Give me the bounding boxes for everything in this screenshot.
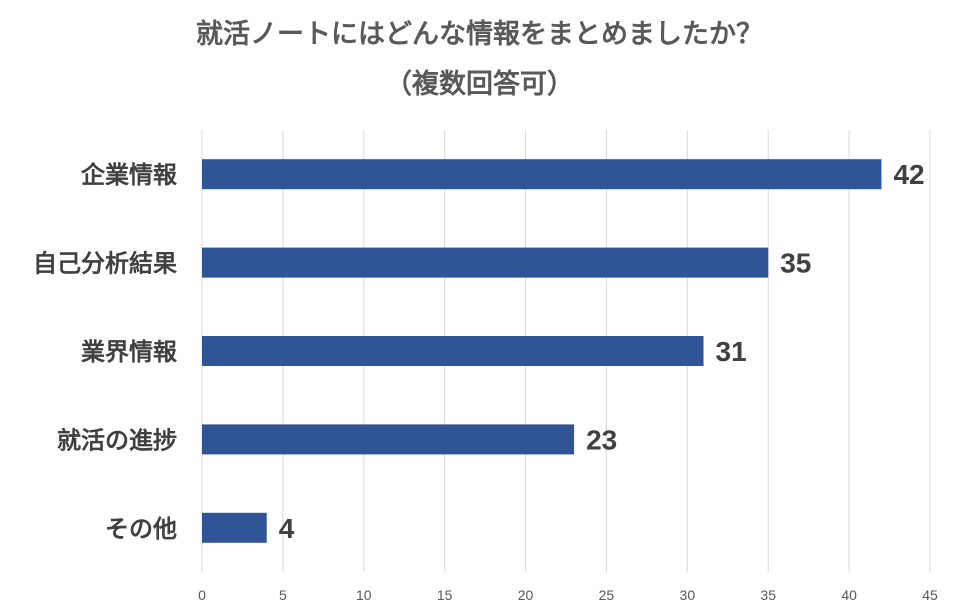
category-label: その他 [105,515,177,543]
value-label: 23 [586,424,617,455]
x-tick-label: 10 [356,587,372,603]
chart-title: 就活ノートにはどんな情報をまとめましたか？ [196,19,763,50]
bar [202,424,575,455]
bar [202,247,769,278]
value-label: 4 [279,513,295,544]
x-tick-label: 20 [518,587,534,603]
value-label: 31 [716,336,747,367]
category-label: 業界情報 [81,338,178,366]
x-tick-label: 15 [437,587,453,603]
x-tick-label: 0 [198,587,206,603]
value-label: 42 [893,159,924,190]
x-tick-label: 35 [760,587,776,603]
x-tick-label: 40 [841,587,857,603]
bar [202,159,882,190]
bar [202,336,704,366]
x-tick-label: 30 [680,587,696,603]
bar [202,512,267,543]
x-tick-label: 25 [599,587,615,603]
x-tick-label: 5 [279,587,287,603]
x-tick-label: 45 [922,587,938,603]
value-label: 35 [780,248,811,279]
category-label: 就活の進捗 [57,426,177,454]
category-label: 企業情報 [81,161,178,189]
chart-subtitle: （複数回答可） [385,69,574,100]
category-label: 自己分析結果 [33,250,177,278]
